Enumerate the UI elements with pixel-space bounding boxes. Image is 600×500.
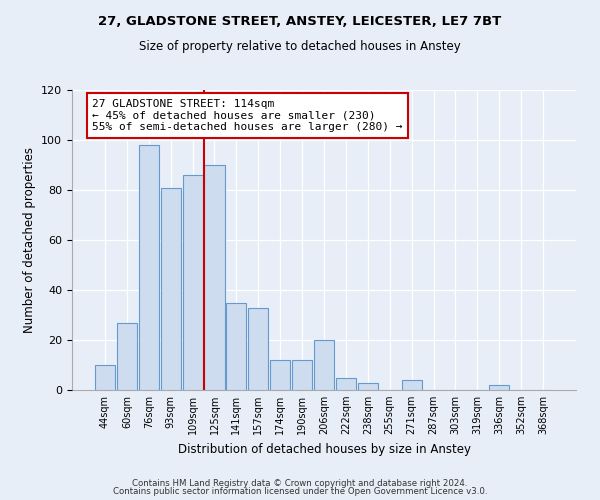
X-axis label: Distribution of detached houses by size in Anstey: Distribution of detached houses by size … (178, 442, 470, 456)
Bar (205, 165, 224, 390)
Bar (314, 340, 334, 390)
Text: Size of property relative to detached houses in Anstey: Size of property relative to detached ho… (139, 40, 461, 53)
Bar (489, 385, 509, 390)
Bar (401, 380, 422, 390)
Bar (117, 322, 137, 390)
Bar (292, 360, 312, 390)
Y-axis label: Number of detached properties: Number of detached properties (23, 147, 35, 333)
Text: 27, GLADSTONE STREET, ANSTEY, LEICESTER, LE7 7BT: 27, GLADSTONE STREET, ANSTEY, LEICESTER,… (98, 15, 502, 28)
Bar (95, 365, 115, 390)
Bar (161, 188, 181, 390)
Bar (182, 175, 203, 390)
Bar (358, 382, 378, 390)
Bar (270, 360, 290, 390)
Text: 27 GLADSTONE STREET: 114sqm
← 45% of detached houses are smaller (230)
55% of se: 27 GLADSTONE STREET: 114sqm ← 45% of det… (92, 99, 403, 132)
Bar (336, 378, 356, 390)
Bar (139, 145, 159, 390)
Text: Contains public sector information licensed under the Open Government Licence v3: Contains public sector information licen… (113, 487, 487, 496)
Bar (248, 308, 268, 390)
Text: Contains HM Land Registry data © Crown copyright and database right 2024.: Contains HM Land Registry data © Crown c… (132, 478, 468, 488)
Bar (226, 302, 247, 390)
